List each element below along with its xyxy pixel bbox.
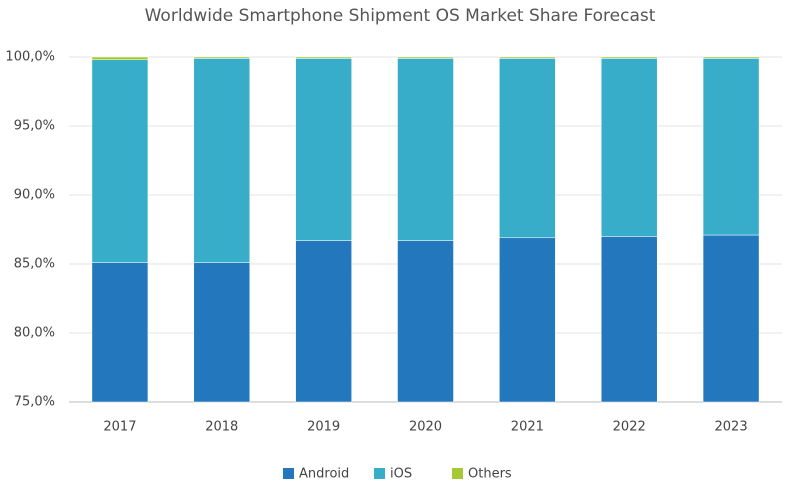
bar-segment xyxy=(295,56,352,59)
bar-segment xyxy=(600,236,658,403)
y-tick-label: 75,0% xyxy=(14,395,55,410)
bar-segment xyxy=(91,56,149,61)
x-tick-label: 2020 xyxy=(409,420,442,435)
x-tick-label: 2018 xyxy=(205,420,238,435)
y-tick-label: 80,0% xyxy=(14,326,55,341)
y-tick-label: 90,0% xyxy=(14,188,55,203)
x-tick-label: 2023 xyxy=(715,420,748,435)
y-tick-label: 100,0% xyxy=(5,50,55,65)
bar-segment xyxy=(702,234,760,403)
bar-segment xyxy=(193,58,251,263)
y-tick-label: 85,0% xyxy=(14,257,55,272)
legend-swatch xyxy=(452,468,463,479)
bar-segment xyxy=(295,58,352,241)
bar-segment xyxy=(600,58,658,237)
bar-segment xyxy=(499,237,556,403)
legend-label: iOS xyxy=(390,467,412,482)
bar-segment xyxy=(600,56,658,59)
bar-segment xyxy=(397,58,454,241)
legend-swatch xyxy=(374,468,385,479)
bar-segment xyxy=(702,56,760,59)
bar-segment xyxy=(295,240,352,403)
x-tick-label: 2021 xyxy=(511,420,544,435)
bar-segment xyxy=(397,240,454,403)
bar-segment xyxy=(397,56,454,59)
bar-segment xyxy=(91,262,149,403)
legend-swatch xyxy=(283,468,294,479)
legend-label: Others xyxy=(468,467,512,482)
x-tick-label: 2019 xyxy=(307,420,340,435)
y-tick-label: 95,0% xyxy=(14,119,55,134)
bar-segment xyxy=(193,262,251,403)
bar-segment xyxy=(499,56,556,59)
x-tick-label: 2022 xyxy=(613,420,646,435)
bar-segment xyxy=(702,58,760,236)
bar-segment xyxy=(91,59,149,263)
bar-segment xyxy=(193,56,251,59)
chart-title: Worldwide Smartphone Shipment OS Market … xyxy=(145,6,656,26)
legend-label: Android xyxy=(299,467,349,482)
bar-segment xyxy=(499,58,556,239)
x-tick-label: 2017 xyxy=(103,420,136,435)
